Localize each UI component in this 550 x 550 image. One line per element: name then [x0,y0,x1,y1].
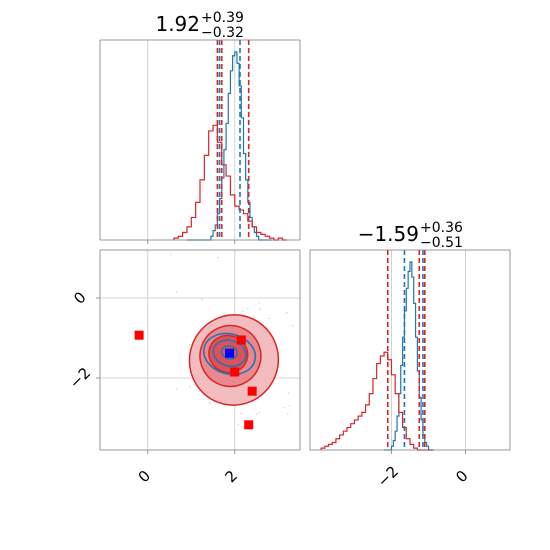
y-tick-label: −2 [66,364,94,392]
title-1-plus: +0.39 [201,10,244,26]
sample-point [352,388,354,390]
panel-hist-1-frame [99,39,301,241]
hist-series-2 [173,124,287,241]
red-marker [236,335,246,345]
title-1-value: 1.92 [155,12,200,36]
x-tick-label: 0 [452,467,471,486]
panel-hist-2: −2 0 −1.59 +0.36 −0.51 [309,220,511,491]
sample-point [252,316,255,319]
sample-point [286,311,288,314]
sample-point [259,308,261,310]
red-marker [134,330,144,340]
blue-marker [225,348,235,358]
panel-contour: 0 2 0 −2 [66,249,354,486]
sample-point [286,412,289,415]
sample-point [241,412,244,415]
sample-point [302,380,304,382]
sample-point [247,307,249,310]
red-marker [230,367,240,377]
sample-point [237,423,240,426]
x-tick-label: 0 [135,467,154,486]
blue-contour-level-2 [212,339,247,368]
sample-point [308,345,310,347]
sample-point [288,405,291,407]
sample-point [291,324,294,327]
panel-hist-1: 1.92 +0.39 −0.32 [99,10,301,244]
title-2-plus: +0.36 [420,220,463,236]
sample-point [201,298,203,300]
red-marker [244,420,254,430]
sample-point [287,392,290,395]
sample-point [258,411,261,414]
red-marker [247,386,257,396]
blue-contour-level-3 [221,345,239,360]
sample-point [170,253,172,256]
sample-point [252,315,255,318]
sample-point [208,401,210,404]
panel-contour-frame [99,249,301,451]
sample-point [175,291,178,294]
sample-point [255,413,258,416]
y-tick-label: 0 [70,288,89,307]
x-tick-label: 2 [222,467,241,486]
sample-point [283,406,286,409]
hist-series-2 [320,351,433,451]
blue-contour-level-1 [203,332,257,376]
sample-point [258,301,261,304]
sample-point [267,326,269,329]
title-2-value: −1.59 [358,222,419,246]
sample-point [175,387,178,390]
hist-series-1 [186,51,272,241]
sample-point [209,403,212,405]
sample-point [217,256,219,259]
title-2-minus: −0.51 [420,235,463,251]
sample-point [188,385,191,388]
title-1-minus: −0.32 [201,25,244,41]
sample-point [188,343,191,346]
x-tick-label: −2 [374,462,402,490]
panel-hist-2-frame [309,249,511,451]
sample-point [241,310,244,312]
sample-point [239,412,242,415]
sample-point [304,429,306,431]
sample-point [268,317,270,320]
